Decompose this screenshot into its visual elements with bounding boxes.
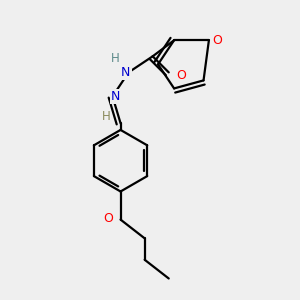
Text: O: O — [103, 212, 113, 225]
Text: O: O — [176, 69, 186, 82]
Text: H: H — [101, 110, 110, 123]
Text: O: O — [212, 34, 222, 47]
Text: N: N — [121, 66, 130, 79]
Text: H: H — [111, 52, 120, 65]
Text: N: N — [110, 90, 120, 103]
